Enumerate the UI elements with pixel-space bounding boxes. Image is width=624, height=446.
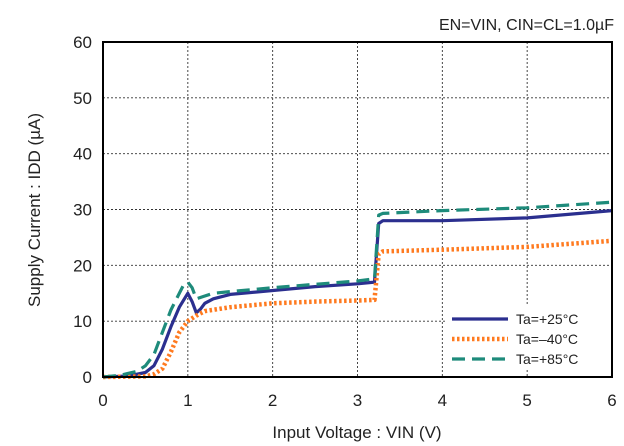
y-axis-label: Supply Current : IDD (µA)	[25, 113, 44, 307]
x-tick-label-5: 5	[522, 391, 531, 410]
x-axis-label: Input Voltage : VIN (V)	[272, 423, 441, 442]
x-tick-label-2: 2	[268, 391, 277, 410]
y-tick-label-4: 40	[73, 145, 92, 164]
y-tick-label-0: 0	[83, 368, 92, 387]
y-tick-label-6: 60	[73, 33, 92, 52]
series-line-2	[102, 200, 613, 379]
series-lines	[102, 200, 613, 380]
y-tick-label-1: 10	[73, 312, 92, 331]
x-tick-label-0: 0	[98, 391, 107, 410]
condition-label: EN=VIN, CIN=CL=1.0µF	[439, 17, 614, 34]
x-tick-labels: 0 1 2 3 4 5 6	[98, 391, 616, 410]
y-tick-labels: 0 10 20 30 40 50 60	[73, 33, 92, 387]
legend-label-0: Ta=+25°C	[516, 311, 578, 327]
legend-label-2: Ta=+85°C	[516, 351, 578, 367]
x-tick-label-6: 6	[607, 391, 616, 410]
legend-label-1: Ta=–40°C	[516, 331, 578, 347]
x-tick-label-4: 4	[438, 391, 447, 410]
x-tick-label-1: 1	[183, 391, 192, 410]
y-tick-label-2: 20	[73, 256, 92, 275]
plot-area-frame	[102, 41, 613, 378]
series-line-0	[102, 209, 613, 379]
y-tick-label-3: 30	[73, 201, 92, 220]
x-tick-label-3: 3	[353, 391, 362, 410]
series-line-1	[102, 238, 613, 380]
legend: Ta=+25°C Ta=–40°C Ta=+85°C	[446, 304, 610, 370]
y-tick-label-5: 50	[73, 89, 92, 108]
